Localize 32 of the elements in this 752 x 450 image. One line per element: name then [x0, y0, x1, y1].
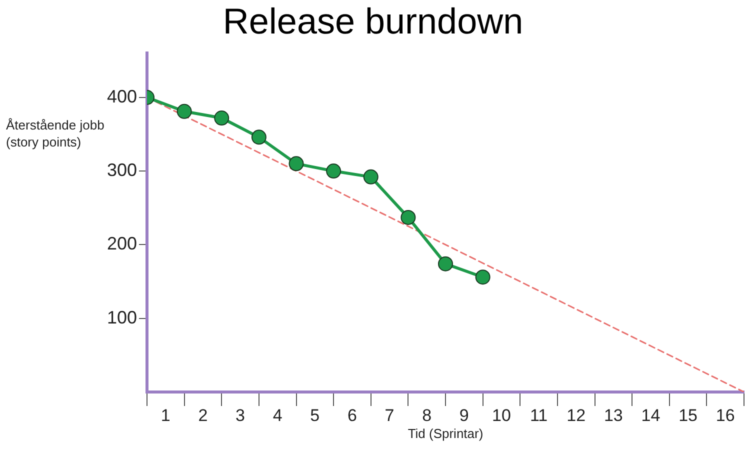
point	[251, 130, 266, 145]
x-tick-label: 10	[492, 406, 511, 425]
y-tick-label: 300	[106, 160, 137, 180]
x-tick-label: 7	[384, 406, 394, 425]
x-tick-label: 14	[641, 406, 660, 425]
point	[176, 104, 192, 119]
x-tick-label: 5	[310, 406, 320, 425]
x-tick-label: 9	[459, 406, 469, 425]
point	[475, 270, 490, 285]
y-tick-label: 200	[106, 234, 137, 254]
point	[214, 110, 230, 126]
x-tick-label: 3	[236, 406, 246, 425]
x-tick-label: 8	[422, 406, 432, 425]
x-tick-label: 1	[160, 406, 170, 425]
point	[400, 210, 416, 225]
chart-title: Release burndown	[222, 0, 524, 42]
y-tick-label: 100	[106, 307, 137, 328]
x-tick-label: 2	[198, 406, 208, 425]
point	[326, 164, 342, 179]
x-tick-label: 16	[716, 406, 735, 425]
x-tick-label: 12	[566, 406, 586, 425]
point	[288, 156, 304, 172]
x-tick-label: 11	[530, 406, 548, 425]
x-axis-title: Tid (Sprintar)	[408, 426, 484, 441]
x-tick-label: 13	[604, 406, 623, 425]
y-tick-label: 400	[106, 86, 137, 106]
x-tick-label: 15	[678, 406, 698, 425]
point	[363, 169, 378, 184]
x-tick-label: 4	[272, 406, 282, 425]
point	[438, 256, 453, 272]
x-tick-label: 6	[347, 406, 357, 425]
y-axis-title: Återstående jobb (story points)	[6, 117, 104, 150]
